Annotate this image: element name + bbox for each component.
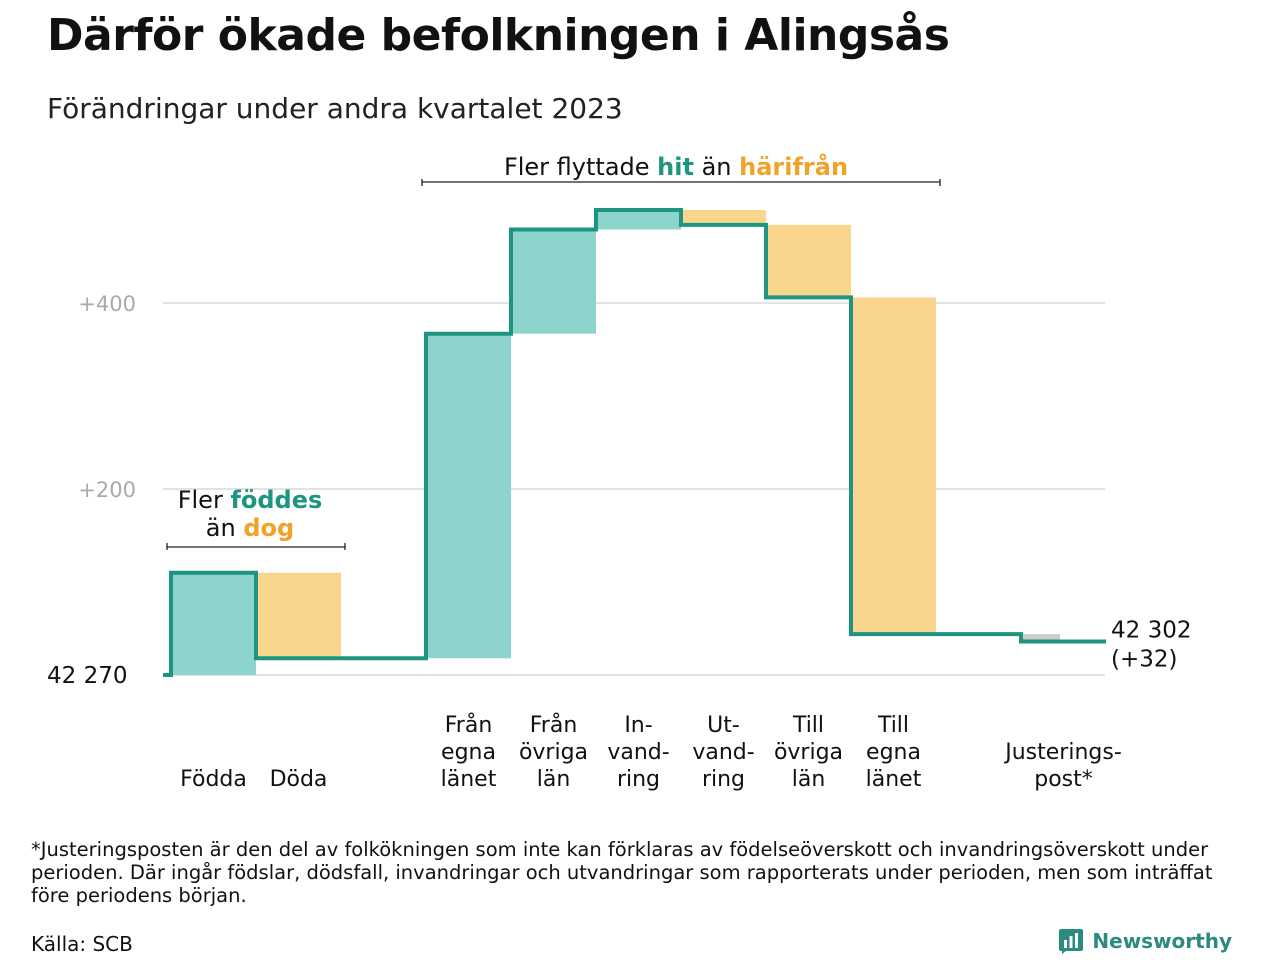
end-value-label: (+32) (1111, 647, 1177, 673)
bar (766, 224, 851, 298)
category-label: vand- (692, 740, 754, 765)
category-label: In- (624, 713, 652, 738)
end-value-label: 42 302 (1111, 618, 1191, 644)
annotation-births: än dog (206, 514, 294, 542)
brand-name: Newsworthy (1092, 929, 1232, 953)
y-tick-label: +200 (78, 478, 136, 502)
category-label: länet (866, 767, 922, 792)
annotation-migration: Fler flyttade hit än härifrån (504, 152, 848, 181)
category-label: län (792, 767, 826, 792)
category-label: län (537, 767, 571, 792)
category-label: länet (441, 767, 497, 792)
category-label: Justerings- (1003, 740, 1122, 765)
category-label: egna (441, 740, 496, 765)
category-label: Till (877, 713, 909, 738)
category-label: vand- (607, 740, 669, 765)
bar (596, 210, 681, 230)
category-label: ring (617, 767, 660, 792)
bar (256, 572, 341, 659)
bar (171, 572, 256, 675)
category-label: Ut- (707, 713, 740, 738)
running-total-line (163, 208, 1106, 677)
footnote: *Justeringsposten är den del av folkökni… (31, 838, 1213, 907)
category-label: övriga (519, 740, 588, 765)
bar (511, 229, 596, 334)
category-label: post* (1034, 767, 1093, 792)
newsworthy-logo-icon (1059, 929, 1084, 954)
category-label: Döda (270, 767, 328, 792)
bar (851, 297, 936, 635)
bracket-births (166, 543, 346, 550)
bar (681, 210, 766, 225)
category-label: Till (792, 713, 824, 738)
bar (426, 333, 511, 659)
source-label: Källa: SCB (31, 932, 133, 956)
chart-title: Därför ökade befolkningen i Alingsås (47, 10, 950, 61)
y-tick-label: +400 (78, 292, 136, 316)
category-label: Från (530, 712, 578, 738)
bracket-migration (421, 179, 941, 186)
chart-subtitle: Förändringar under andra kvartalet 2023 (47, 92, 623, 125)
category-label: egna (866, 740, 921, 765)
base-value-label: 42 270 (47, 663, 127, 689)
brand-logo: Newsworthy (1058, 928, 1232, 954)
category-label: Födda (180, 767, 247, 792)
bar (1021, 634, 1060, 642)
category-label: ring (702, 767, 745, 792)
annotation-births: Fler föddes (178, 486, 323, 514)
category-label: Från (445, 712, 493, 738)
category-label: övriga (774, 740, 843, 765)
